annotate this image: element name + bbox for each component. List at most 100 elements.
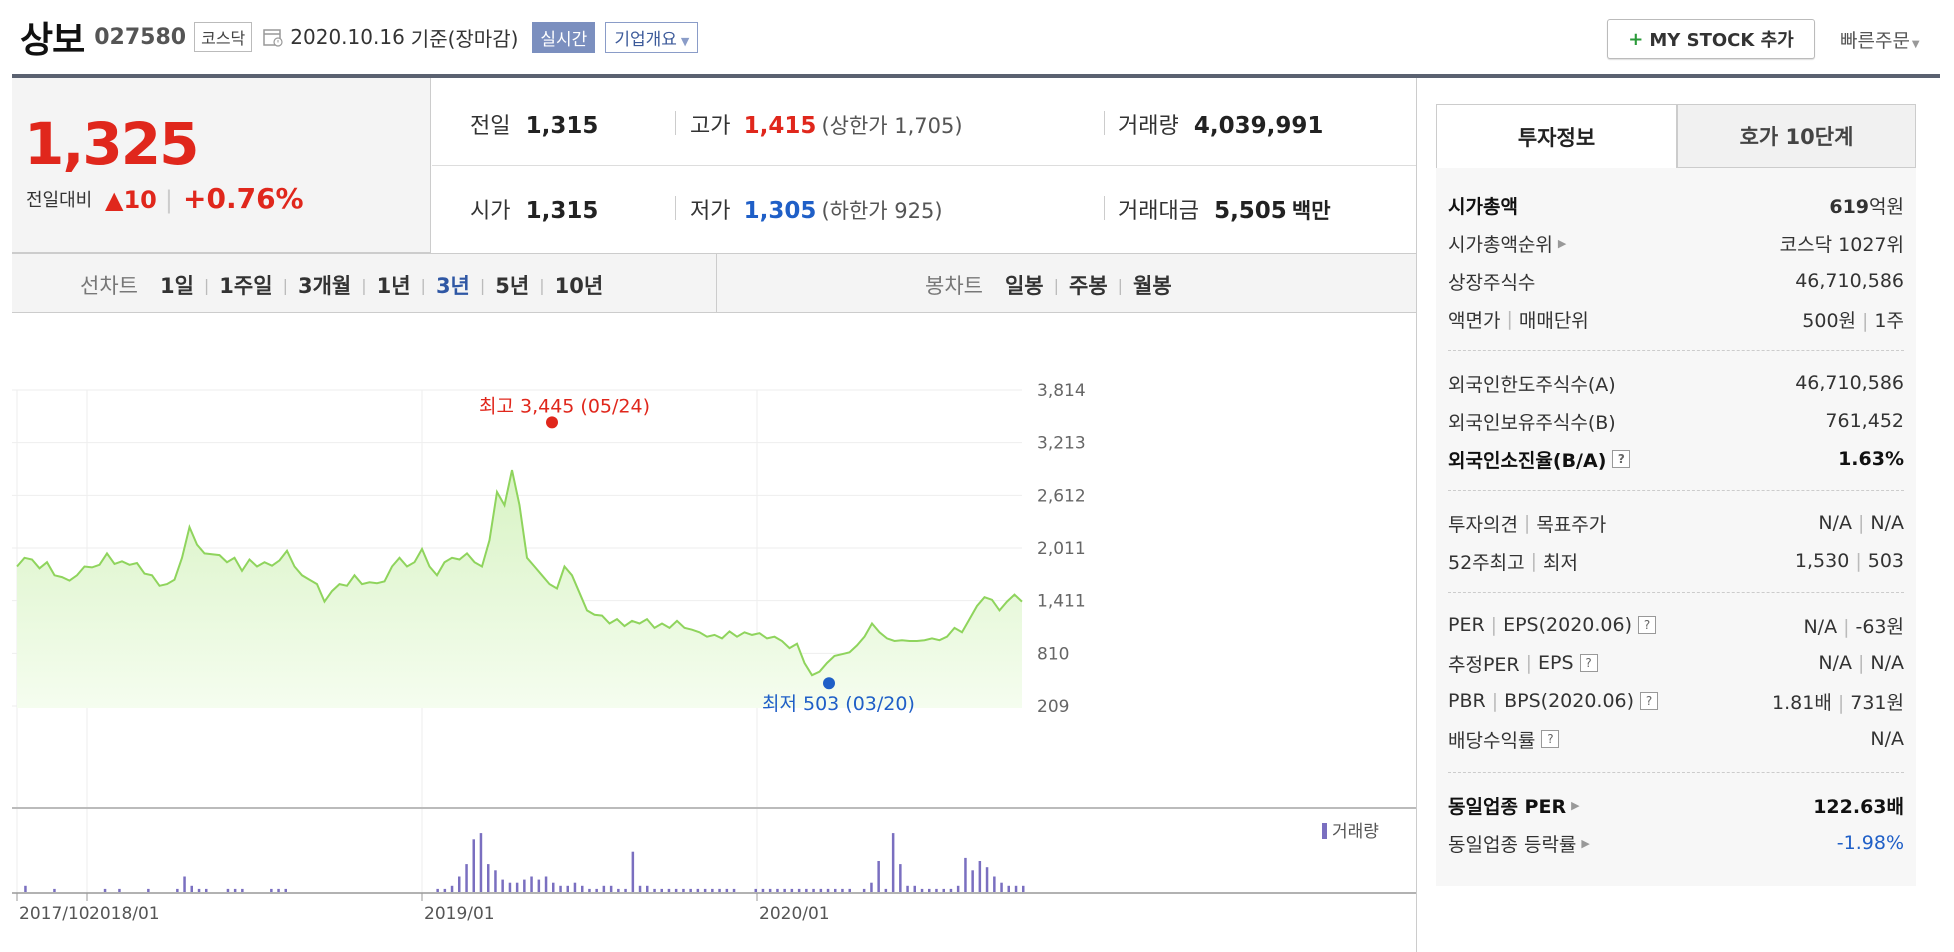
help-icon[interactable]: ? [1541, 730, 1560, 748]
week52-low-value: 503 [1867, 550, 1904, 572]
help-icon[interactable]: ? [1579, 654, 1598, 672]
volume-bar [573, 882, 577, 892]
live-button[interactable]: 실시간 [532, 21, 596, 53]
price-chart[interactable]: 3,814 3,213 2,612 2,011 1,411 810 209 최고 3,445… [12, 315, 1416, 952]
y-tick-label: 1,411 [1037, 592, 1086, 612]
quote-date-suffix: 기준(장마감) [410, 26, 519, 51]
volume-bar [682, 888, 685, 892]
week52-high-label: 52주최고 [1448, 551, 1525, 574]
volume-bar [501, 879, 504, 892]
high-annotation: 최고 3,445 (05/24) [479, 395, 650, 417]
add-my-stock-button[interactable]: + MY STOCK 추가 [1607, 19, 1815, 59]
target-value: N/A [1870, 512, 1904, 534]
period-3m[interactable]: 3개월 [297, 274, 352, 298]
period-3y[interactable]: 3년 [435, 274, 470, 298]
listed-shares-label: 상장주식수 [1448, 271, 1536, 294]
cap-rank-row[interactable]: 시가총액순위 ▶ 코스닥 1027위 [1448, 228, 1904, 258]
upper-limit: (상한가 1,705) [821, 114, 963, 138]
prev-close-item: 전일 1,315 [470, 108, 598, 140]
period-10y[interactable]: 10년 [554, 274, 604, 298]
x-tick-label: 2017/10 [19, 904, 90, 924]
divider: | [1857, 652, 1865, 674]
amount-unit: 백만 [1291, 199, 1331, 223]
sector-change-row[interactable]: 동일업종 등락률 ▶ -1.98% [1448, 828, 1904, 858]
trade-unit-label: 매매단위 [1518, 309, 1589, 332]
volume-bar [725, 888, 729, 892]
volume-bar [205, 888, 208, 892]
period-1w[interactable]: 1주일 [219, 274, 273, 298]
help-icon[interactable]: ? [1640, 692, 1659, 710]
period-bar [12, 253, 1416, 313]
volume-bar [53, 888, 56, 892]
volume-bar [443, 888, 447, 892]
volume-bar [544, 876, 548, 892]
volume-bar [783, 888, 786, 892]
market-cap-row: 시가총액 619억원 [1448, 190, 1904, 220]
lower-limit: (하한가 925) [821, 199, 943, 223]
high-value: 1,415 [743, 113, 817, 139]
volume-bar [183, 876, 186, 892]
volume-bar [479, 833, 483, 892]
quick-order-label: 빠른주문 [1840, 30, 1910, 52]
arrow-right-icon: ▶ [1581, 836, 1590, 850]
volume-bar [768, 888, 772, 892]
help-icon[interactable]: ? [1612, 450, 1631, 468]
volume-bar [797, 888, 801, 892]
add-my-stock-label: MY STOCK 추가 [1649, 30, 1794, 51]
bps-label: BPS(2020.06) [1504, 690, 1635, 712]
volume-bar [754, 888, 757, 892]
volume-legend-swatch [1322, 823, 1327, 839]
price-area [17, 470, 1022, 708]
candle-daily[interactable]: 일봉 [1004, 274, 1044, 298]
volume-bar [985, 867, 989, 892]
line-chart-label: 선차트 [80, 274, 138, 298]
plus-icon: + [1628, 28, 1644, 50]
amount-item: 거래대금 5,505 백만 [1118, 193, 1331, 225]
y-tick-label: 2,011 [1037, 539, 1086, 559]
divider [716, 253, 717, 313]
volume-bar [436, 888, 439, 892]
divider: | [203, 275, 210, 295]
amount-value: 5,505 [1214, 198, 1287, 224]
face-value-row: 액면가 | 매매단위 500원 | 1주 [1448, 304, 1904, 334]
period-1y[interactable]: 1년 [376, 274, 411, 298]
period-5y[interactable]: 5년 [495, 274, 530, 298]
divider [675, 111, 676, 135]
candle-monthly[interactable]: 월봉 [1133, 274, 1172, 298]
high-marker [546, 416, 558, 429]
candle-weekly[interactable]: 주봉 [1069, 274, 1108, 298]
current-price: 1,325 [24, 110, 199, 178]
sector-per-row[interactable]: 동일업종 PER ▶ 122.63배 [1448, 790, 1904, 820]
divider: | [361, 275, 367, 295]
est-per-label: 추정PER [1448, 653, 1520, 676]
divider: | [1053, 275, 1059, 295]
volume-bar [103, 888, 107, 892]
divider: | [479, 275, 486, 295]
pbr-row: PBR | BPS(2020.06)? 1.81배 | 731원 [1448, 686, 1904, 716]
quick-order-dropdown[interactable]: 빠른주문 ▼ [1840, 26, 1920, 53]
company-overview-dropdown[interactable]: 기업개요 ▼ [605, 21, 699, 53]
high-label: 고가 [690, 114, 731, 139]
sector-per-label: 동일업종 PER [1448, 795, 1567, 818]
volume-label: 거래량 [1118, 114, 1179, 139]
change-label: 전일대비 [26, 190, 93, 211]
volume-bar [197, 888, 201, 892]
market-cap-label: 시가총액 [1448, 195, 1518, 218]
up-triangle-icon: ▲ [105, 186, 124, 214]
volume-bar [653, 888, 656, 892]
volume-bar [530, 876, 533, 892]
volume-bar [761, 888, 765, 892]
volume-bar [805, 888, 808, 892]
low-marker [823, 677, 835, 690]
help-icon[interactable]: ? [1638, 616, 1656, 634]
volume-bar [147, 888, 150, 892]
period-1d[interactable]: 1일 [159, 274, 194, 298]
foreign-ratio-row: 외국인소진율(B/A)? 1.63% [1448, 444, 1904, 474]
tab-investment-info[interactable]: 투자정보 [1436, 104, 1677, 168]
high-item: 고가 1,415 (상한가 1,705) [690, 108, 963, 140]
tab-order-book[interactable]: 호가 10단계 [1677, 104, 1916, 168]
volume-bar [971, 870, 974, 892]
divider: | [1506, 308, 1513, 330]
volume-bar [508, 882, 512, 892]
volume-bar [233, 888, 237, 892]
